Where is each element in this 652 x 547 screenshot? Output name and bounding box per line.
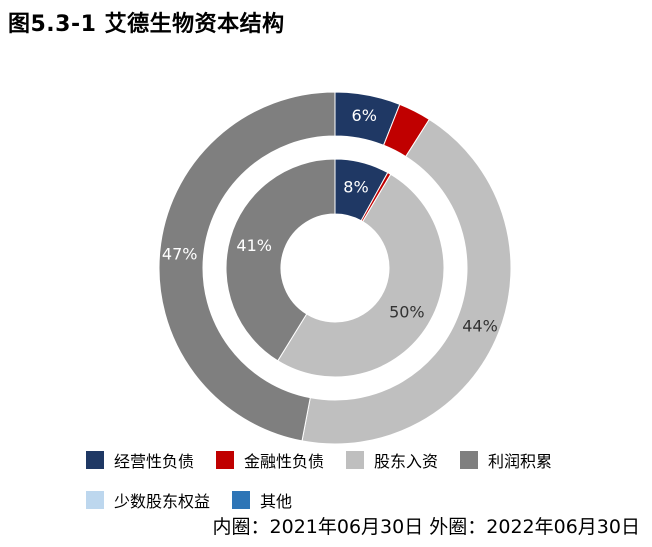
inner-ring [225, 158, 445, 378]
legend: 经营性负债 金融性负债 股东入资 利润积累 少数股东权益 其他 [86, 448, 646, 528]
legend-item: 股东入资 [346, 448, 438, 472]
outer-ring [158, 91, 512, 445]
legend-item: 利润积累 [460, 448, 552, 472]
donut-slice [158, 91, 336, 442]
legend-label: 其他 [260, 492, 293, 511]
legend-row-1: 经营性负债 金融性负债 股东入资 利润积累 [86, 448, 646, 472]
slice-label: 6% [352, 106, 377, 125]
legend-swatch [460, 451, 479, 469]
chart-title: 图5.3-1 艾德生物资本结构 [8, 12, 285, 37]
legend-swatch [216, 451, 235, 469]
legend-swatch [86, 491, 104, 509]
legend-item: 其他 [232, 488, 292, 512]
ring-date-note: 内圈：2021年06月30日 外圈：2022年06月30日 [212, 516, 640, 538]
donut-slice [277, 173, 445, 378]
legend-item: 金融性负债 [216, 448, 324, 472]
slice-label: 50% [389, 303, 425, 322]
slice-label: 44% [462, 316, 498, 335]
legend-label: 经营性负债 [114, 452, 195, 471]
legend-swatch [86, 451, 104, 469]
legend-item: 经营性负债 [86, 448, 194, 472]
donut-slice [225, 158, 336, 362]
slice-label: 47% [162, 244, 198, 263]
legend-label: 金融性负债 [244, 452, 325, 471]
legend-swatch [346, 451, 365, 469]
slice-label: 8% [343, 178, 368, 197]
legend-label: 少数股东权益 [114, 492, 211, 511]
slice-labels: 6% 44% 47% 8% 50% 41% [162, 106, 498, 336]
legend-label: 利润积累 [488, 452, 553, 471]
donut-slice [301, 118, 512, 445]
legend-swatch [232, 491, 251, 509]
legend-row-2: 少数股东权益 其他 [86, 488, 646, 512]
legend-item: 少数股东权益 [86, 488, 210, 512]
slice-label: 41% [236, 236, 272, 255]
legend-label: 股东入资 [374, 452, 439, 471]
